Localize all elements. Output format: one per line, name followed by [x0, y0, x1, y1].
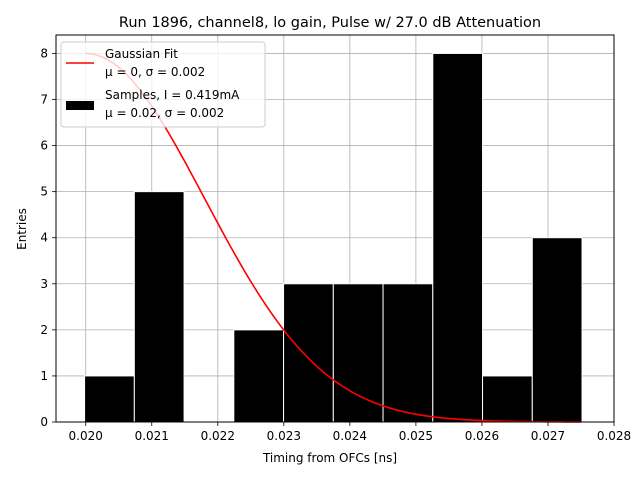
histogram-bar	[482, 375, 533, 423]
y-tick-label: 3	[40, 277, 48, 291]
x-tick-label: 0.027	[531, 429, 565, 443]
histogram-bars	[84, 52, 583, 423]
histogram-bar	[283, 283, 334, 423]
histogram-bar	[84, 375, 135, 423]
y-tick-label: 2	[40, 323, 48, 337]
histogram-bar	[432, 52, 484, 423]
legend-fit-stats: μ = 0, σ = 0.002	[105, 65, 205, 79]
x-tick-label: 0.020	[69, 429, 103, 443]
histogram-bar	[233, 329, 285, 423]
x-tick-label: 0.025	[399, 429, 433, 443]
legend-samples-stats: μ = 0.02, σ = 0.002	[105, 106, 224, 120]
y-tick-label: 6	[40, 139, 48, 153]
histogram-bar	[332, 283, 384, 423]
y-tick-label: 5	[40, 185, 48, 199]
x-tick-label: 0.021	[135, 429, 169, 443]
x-tick-label: 0.026	[465, 429, 499, 443]
x-axis-label: Timing from OFCs [ns]	[262, 451, 397, 465]
histogram-bar	[133, 191, 185, 423]
y-tick-label: 1	[40, 369, 48, 383]
y-tick-label: 4	[40, 231, 48, 245]
x-tick-label: 0.024	[333, 429, 367, 443]
chart-title: Run 1896, channel8, lo gain, Pulse w/ 27…	[119, 15, 541, 31]
y-tick-label: 0	[40, 415, 48, 429]
y-tick-label: 8	[40, 46, 48, 60]
legend-box	[60, 41, 266, 128]
plot-frame	[55, 34, 615, 423]
histogram-bar	[531, 237, 583, 423]
legend-fit-name: Gaussian Fit	[105, 47, 178, 61]
x-tick-label: 0.028	[597, 429, 631, 443]
legend-samples-name: Samples, I = 0.419mA	[105, 88, 240, 102]
x-axis: 0.020 0.021 0.022 0.023 0.024 0.025 0.026 0.027…	[69, 422, 631, 443]
x-tick-label: 0.022	[201, 429, 235, 443]
y-axis: 0 1 2 3 4 5 6 7 8	[40, 46, 56, 429]
legend-samples-swatch	[66, 101, 94, 110]
y-tick-label: 7	[40, 93, 48, 107]
x-tick-label: 0.023	[267, 429, 301, 443]
y-axis-label: Entries	[15, 208, 29, 250]
gaussian-fit-line	[85, 52, 581, 423]
histogram-bar	[382, 283, 434, 423]
legend: Gaussian Fit μ = 0, σ = 0.002 Samples, I…	[60, 41, 266, 128]
